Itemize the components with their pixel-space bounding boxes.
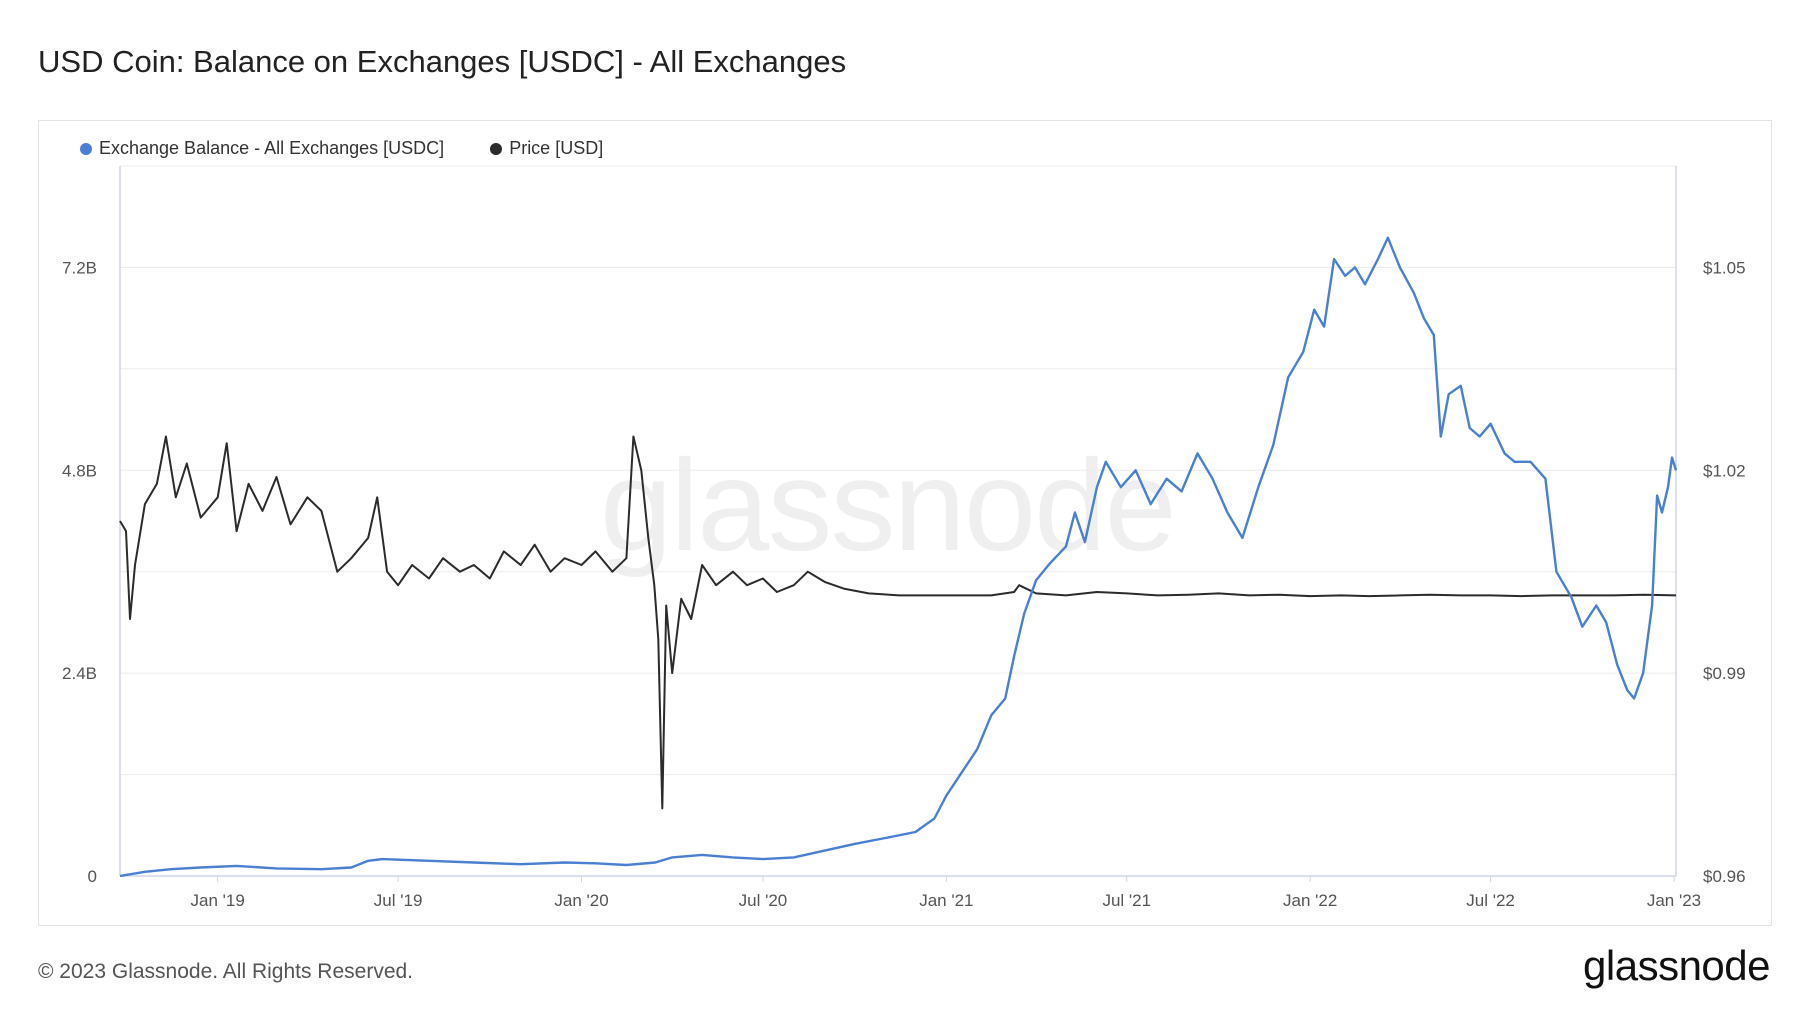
y-right-tick-label: $0.96: [1703, 867, 1746, 886]
x-tick-label: Jan '22: [1283, 891, 1337, 910]
y-left-tick-label: 0: [88, 867, 97, 886]
y-right-tick-label: $1.02: [1703, 461, 1746, 480]
x-tick-label: Jul '20: [739, 891, 788, 910]
series-line-exchange-balance: [119, 236, 1678, 878]
y-left-tick-label: 7.2B: [62, 258, 97, 277]
x-tick-label: Jan '20: [554, 891, 608, 910]
x-ticks: Jan '19 Jul '19 Jan '20 Jul '20 Jan '21 Jul '…: [191, 876, 1701, 910]
x-tick-label: Jul '22: [1466, 891, 1515, 910]
legend-label-exchange-balance: Exchange Balance - All Exchanges [USDC]: [99, 138, 445, 158]
legend-swatch-price: [490, 142, 503, 155]
footer-copyright: © 2023 Glassnode. All Rights Reserved.: [38, 960, 414, 983]
y-right-ticks: $0.96 $0.99 $1.02 $1.05: [1703, 258, 1746, 886]
glassnode-logo[interactable]: glassnode: [1583, 942, 1770, 989]
y-left-tick-label: 2.4B: [62, 664, 97, 683]
legend-label-price: Price [USD]: [509, 138, 604, 158]
y-left-ticks: 0 2.4B 4.8B 7.2B: [62, 258, 97, 886]
axes: [119, 166, 1677, 877]
series-line-price: [119, 435, 1677, 810]
page-title: USD Coin: Balance on Exchanges [USDC] - …: [38, 44, 847, 79]
x-tick-label: Jul '19: [374, 891, 423, 910]
legend-item-exchange-balance[interactable]: Exchange Balance - All Exchanges [USDC]: [80, 138, 444, 159]
x-tick-label: Jan '21: [919, 891, 973, 910]
chart-panel: [38, 120, 1772, 926]
x-tick-label: Jan '19: [191, 891, 245, 910]
grid-lines: [120, 165, 1676, 877]
chart-legend: Exchange Balance - All Exchanges [USDC] …: [80, 138, 603, 159]
y-right-tick-label: $1.05: [1703, 258, 1746, 277]
legend-swatch-exchange-balance: [80, 142, 92, 155]
x-tick-label: Jul '21: [1102, 891, 1151, 910]
y-left-tick-label: 4.8B: [62, 461, 97, 480]
x-tick-label: Jan '23: [1647, 891, 1701, 910]
legend-item-price[interactable]: Price [USD]: [490, 138, 603, 159]
series-lines: [119, 236, 1678, 878]
y-right-tick-label: $0.99: [1703, 664, 1746, 683]
